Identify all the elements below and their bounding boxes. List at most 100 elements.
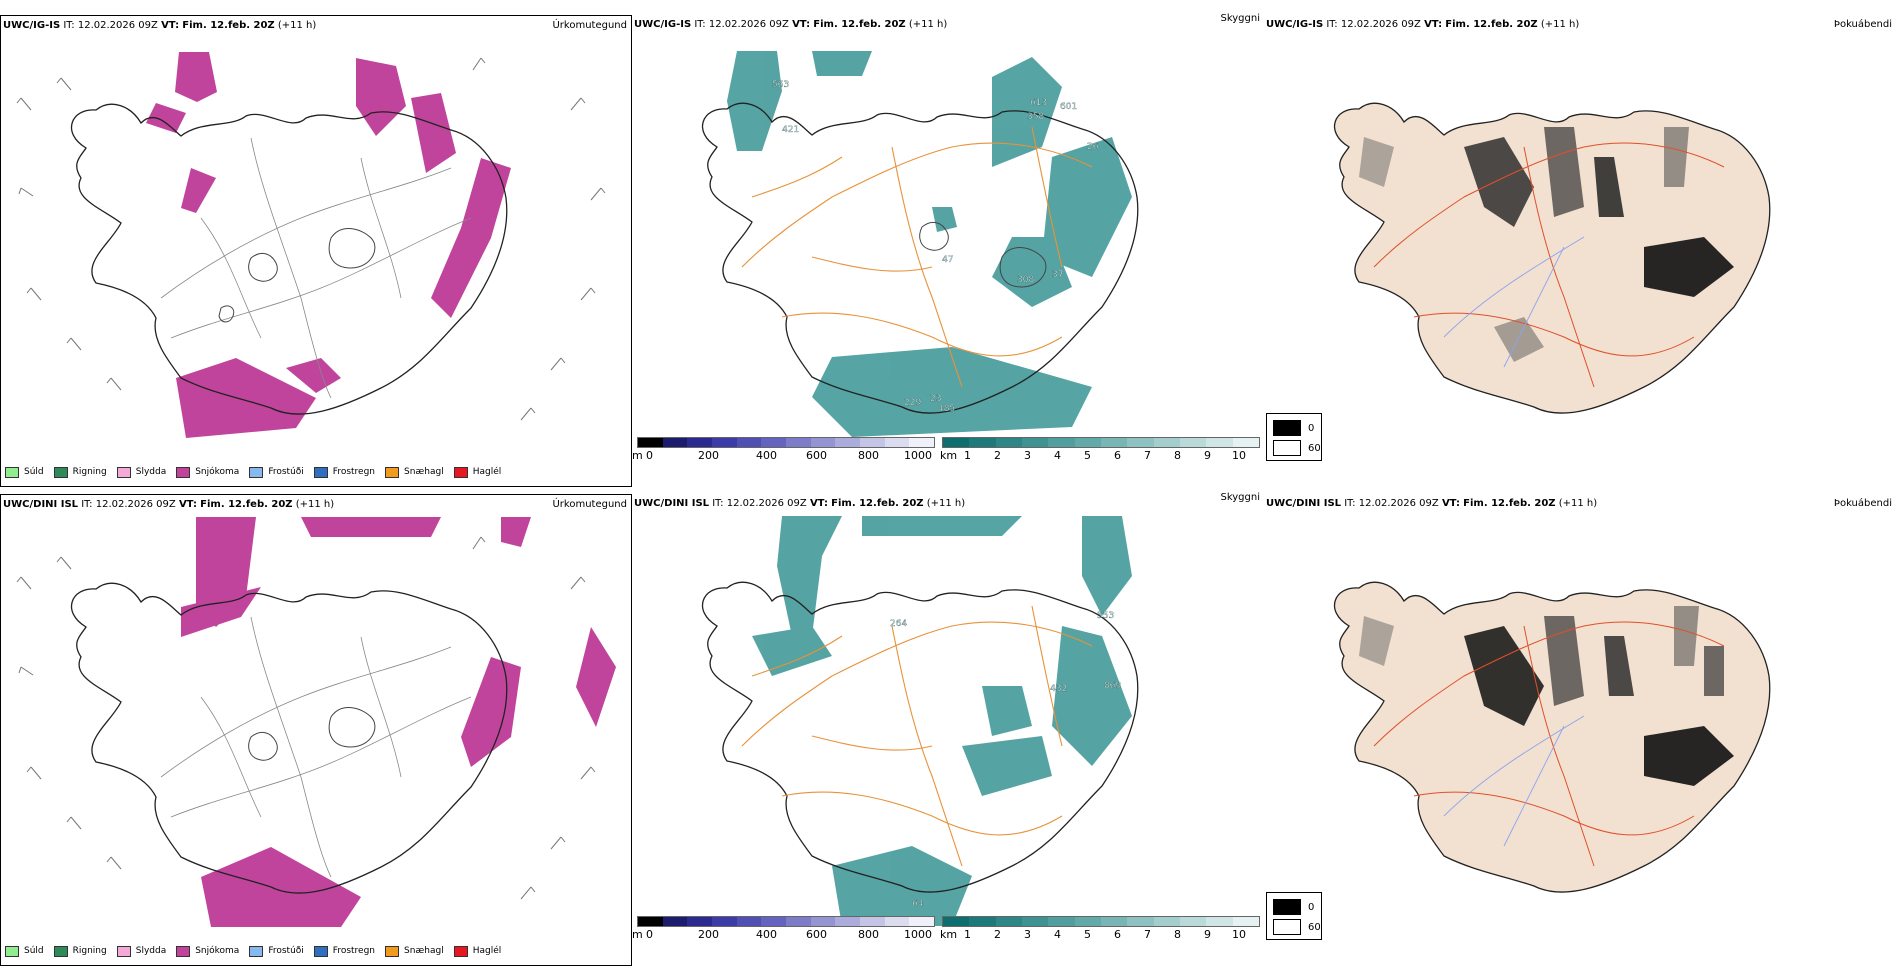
vis-label: 23 <box>930 394 941 404</box>
iceland-coastline <box>70 582 508 894</box>
vt-value: Fim. 12.feb. 20Z <box>1463 498 1556 509</box>
wind-barbs <box>16 536 606 900</box>
legend-label: Slydda <box>135 946 167 956</box>
visibility-tick: 5 <box>1084 449 1091 462</box>
visibility-tick: 9 <box>1204 928 1211 941</box>
elevation-tick: 0 <box>646 449 653 462</box>
lead-time: (+11 h) <box>277 20 317 31</box>
visibility-tick: 1 <box>964 449 971 462</box>
vis-label: 563 <box>772 80 789 90</box>
legend-label: Rigning <box>72 467 107 477</box>
lead-time: (+11 h) <box>908 19 948 30</box>
iceland-coastline <box>70 103 508 415</box>
legend-label: Rigning <box>72 946 107 956</box>
elevation-scale-bar <box>637 437 935 448</box>
vt-label: VT: <box>1441 498 1460 509</box>
vis-label: 26 <box>1087 142 1099 152</box>
it-value: 12.02.2026 09Z <box>708 19 789 30</box>
fog-roads <box>1373 142 1725 388</box>
panel-title: Þokuábendi <box>1833 498 1892 509</box>
legend-item: Rigning <box>53 945 107 957</box>
fog-legend-row: 0 <box>1273 899 1314 915</box>
elevation-tick: 600 <box>806 928 827 941</box>
map-canvas <box>1333 102 1771 414</box>
visibility-tick: 1 <box>964 928 971 941</box>
visibility-tick: 6 <box>1114 449 1121 462</box>
fog-legend-row: 60 <box>1273 919 1321 935</box>
elevation-unit: m <box>632 928 643 941</box>
panel-title: Úrkomutegund <box>552 499 627 510</box>
legend-label: Slydda <box>135 467 167 477</box>
map-canvas <box>16 517 616 927</box>
precip-type-legend: Súld Rigning Slydda Snjókoma Frostúði Fr… <box>5 943 511 959</box>
visibility-unit: km <box>940 449 958 462</box>
legend-item: Snjókoma <box>176 466 240 478</box>
glaciers <box>919 221 1047 288</box>
legend-item: Frostúði <box>249 466 304 478</box>
vis-label: 421 <box>782 125 799 135</box>
glaciers <box>248 707 376 761</box>
elevation-scale-bar <box>637 916 935 927</box>
visibility-tick: 2 <box>994 449 1001 462</box>
visibility-tick: 3 <box>1024 449 1031 462</box>
it-label: IT: <box>1344 498 1356 509</box>
legend-label: Súld <box>24 467 44 477</box>
vt-label: VT: <box>809 498 828 509</box>
model-name: UWC/IG-IS <box>1266 19 1324 30</box>
vis-label: 869 <box>1104 681 1121 691</box>
model-name: UWC/IG-IS <box>3 20 61 31</box>
legend-item: Slydda <box>116 466 167 478</box>
iceland-land-fill <box>1333 102 1771 414</box>
visibility-areas <box>752 516 1132 926</box>
elevation-tick: 1000 <box>904 928 932 941</box>
fog-legend-label: 0 <box>1308 901 1315 913</box>
roads-and-rivers <box>160 616 472 878</box>
legend-item: Snjókoma <box>176 945 240 957</box>
legend-label: Haglél <box>472 467 502 477</box>
vis-label: 553 <box>1097 611 1114 621</box>
vis-label: 613 <box>1030 98 1047 108</box>
lead-time: (+11 h) <box>1540 19 1580 30</box>
fog-rivers <box>1443 236 1585 368</box>
visibility-tick: 7 <box>1144 449 1151 462</box>
legend-item: Haglél <box>453 945 501 957</box>
fog-index-panel-bottom: UWC/DINI ISL IT: 12.02.2026 09Z VT: Fim.… <box>1264 494 1896 966</box>
legend-label: Snæhagl <box>404 467 444 477</box>
elevation-tick: 400 <box>756 449 777 462</box>
legend-label: Snjókoma <box>195 467 240 477</box>
vt-value: Fim. 12.feb. 20Z <box>182 20 275 31</box>
panel-header: UWC/IG-IS IT: 12.02.2026 09Z VT: Fim. 12… <box>1266 19 1892 35</box>
visibility-tick: 3 <box>1024 928 1031 941</box>
it-value: 12.02.2026 09Z <box>77 20 158 31</box>
map-canvas <box>16 52 606 438</box>
road-network <box>741 605 1093 867</box>
vt-value: Fim. 12.feb. 20Z <box>813 19 906 30</box>
precip-type-legend: Súld Rigning Slydda Snjókoma Frostúði Fr… <box>5 464 511 480</box>
visibility-tick: 8 <box>1174 928 1181 941</box>
it-value: 12.02.2026 09Z <box>726 498 807 509</box>
visibility-panel-bottom: UWC/DINI ISL IT: 12.02.2026 09Z VT: Fim.… <box>632 492 1264 966</box>
vis-label: 47 <box>942 255 953 265</box>
it-value: 12.02.2026 09Z <box>95 499 176 510</box>
model-name: UWC/DINI ISL <box>3 499 79 510</box>
elevation-tick: 600 <box>806 449 827 462</box>
vt-label: VT: <box>161 20 180 31</box>
it-label: IT: <box>694 19 706 30</box>
visibility-tick: 8 <box>1174 449 1181 462</box>
visibility-tick: 7 <box>1144 928 1151 941</box>
legend-label: Snjókoma <box>195 946 240 956</box>
elevation-tick: 400 <box>756 928 777 941</box>
legend-label: Frostregn <box>332 467 376 477</box>
fog-legend-label: 0 <box>1308 422 1315 434</box>
vis-label: 37 <box>1052 270 1063 280</box>
vis-label: 601 <box>1060 102 1077 112</box>
legend-label: Frostregn <box>332 946 376 956</box>
panel-title: Úrkomutegund <box>552 20 627 31</box>
legend-item: Frostúði <box>249 945 304 957</box>
it-label: IT: <box>1326 19 1338 30</box>
lead-time: (+11 h) <box>1558 498 1598 509</box>
elevation-scale-top: m 0 200 400 600 800 1000 <box>632 437 937 467</box>
vt-value: Fim. 12.feb. 20Z <box>831 498 924 509</box>
legend-item: Slydda <box>116 945 167 957</box>
it-label: IT: <box>63 20 75 31</box>
